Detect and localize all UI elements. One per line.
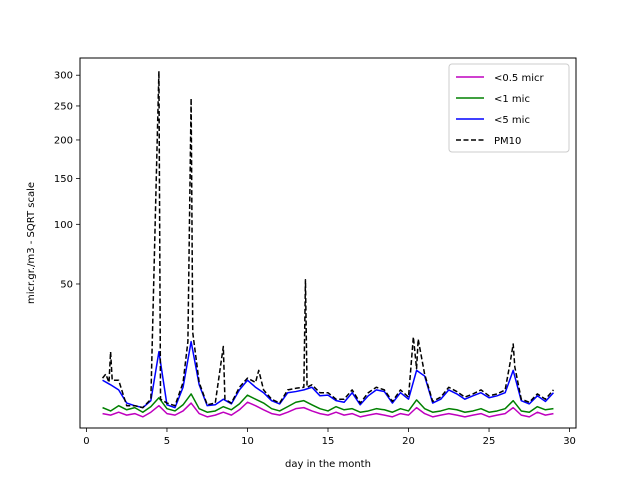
y-tick-label: 50 bbox=[60, 279, 73, 290]
y-tick-label: 100 bbox=[54, 220, 73, 231]
y-tick-label: 300 bbox=[54, 71, 73, 82]
y-ticks: 50 100 150 200 250 300 bbox=[54, 71, 80, 290]
y-tick-label: 250 bbox=[54, 101, 73, 112]
x-tick-label: 10 bbox=[241, 436, 254, 447]
x-ticks: 0 5 10 15 20 25 30 bbox=[83, 428, 576, 447]
series-line-0 bbox=[102, 401, 554, 418]
x-tick-label: 20 bbox=[402, 436, 415, 447]
series-line-3 bbox=[101, 70, 555, 409]
y-tick-label: 200 bbox=[54, 135, 73, 146]
legend-entry-0: <0.5 micr bbox=[494, 73, 544, 84]
x-tick-label: 0 bbox=[83, 436, 89, 447]
series-layer bbox=[101, 70, 555, 418]
x-tick-label: 15 bbox=[322, 436, 335, 447]
legend-entry-2: <5 mic bbox=[494, 115, 530, 126]
legend-entry-1: <1 mic bbox=[494, 94, 530, 105]
legend-entry-3: PM10 bbox=[494, 136, 521, 147]
y-tick-label: 150 bbox=[54, 174, 73, 185]
x-tick-label: 30 bbox=[563, 436, 576, 447]
legend-box bbox=[448, 63, 570, 153]
series-line-1 bbox=[102, 393, 554, 413]
x-tick-label: 5 bbox=[164, 436, 170, 447]
y-axis-label: micr.gr./m3 - SQRT scale bbox=[26, 182, 37, 304]
series-line-2 bbox=[102, 340, 555, 409]
x-tick-label: 25 bbox=[483, 436, 496, 447]
x-axis-label: day in the month bbox=[285, 459, 371, 470]
legend: <0.5 micr <1 mic <5 mic PM10 bbox=[448, 63, 570, 153]
